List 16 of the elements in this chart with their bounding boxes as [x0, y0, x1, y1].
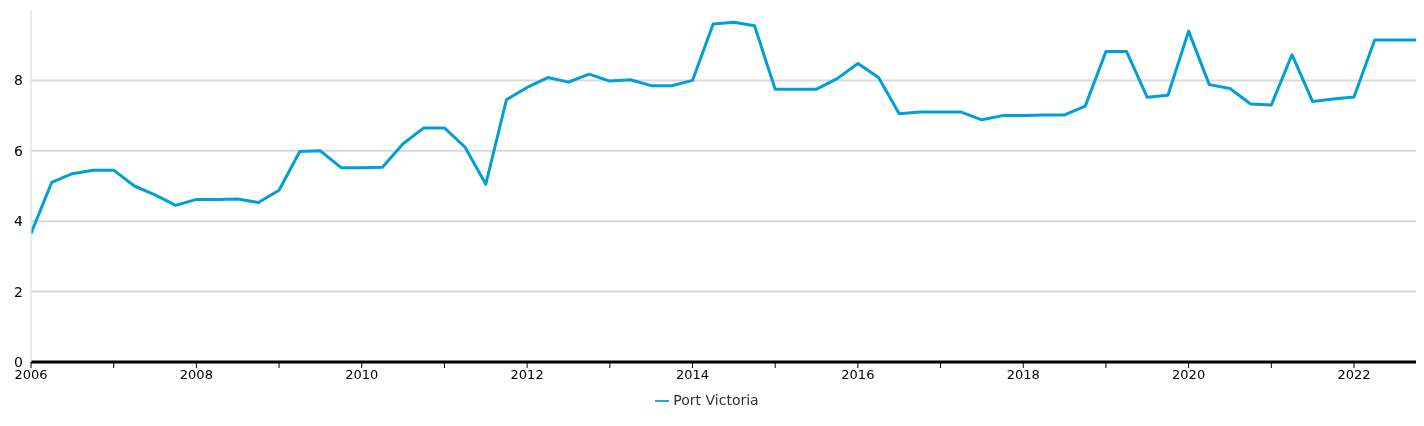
x-tick-label: 2016 [841, 367, 875, 383]
y-tick-label: 0 [14, 353, 23, 370]
x-tick-label: 2012 [510, 367, 544, 383]
legend-label: Port Victoria [673, 392, 759, 408]
x-tick-label: 2018 [1006, 367, 1040, 383]
x-tick-label: 2008 [179, 367, 213, 383]
y-tick-label: 6 [14, 142, 24, 159]
x-tick-label: 2010 [345, 367, 379, 383]
line-series [31, 20, 1416, 236]
x-tick-label: 2014 [675, 367, 710, 383]
y-tick-label: 2 [14, 283, 23, 300]
x-tick-label: 2022 [1337, 367, 1371, 383]
x-tick-label: 2006 [14, 367, 48, 383]
x-tick-label: 2020 [1172, 367, 1206, 383]
y-tick-label: 8 [14, 72, 23, 89]
y-tick-label: 4 [14, 213, 24, 230]
